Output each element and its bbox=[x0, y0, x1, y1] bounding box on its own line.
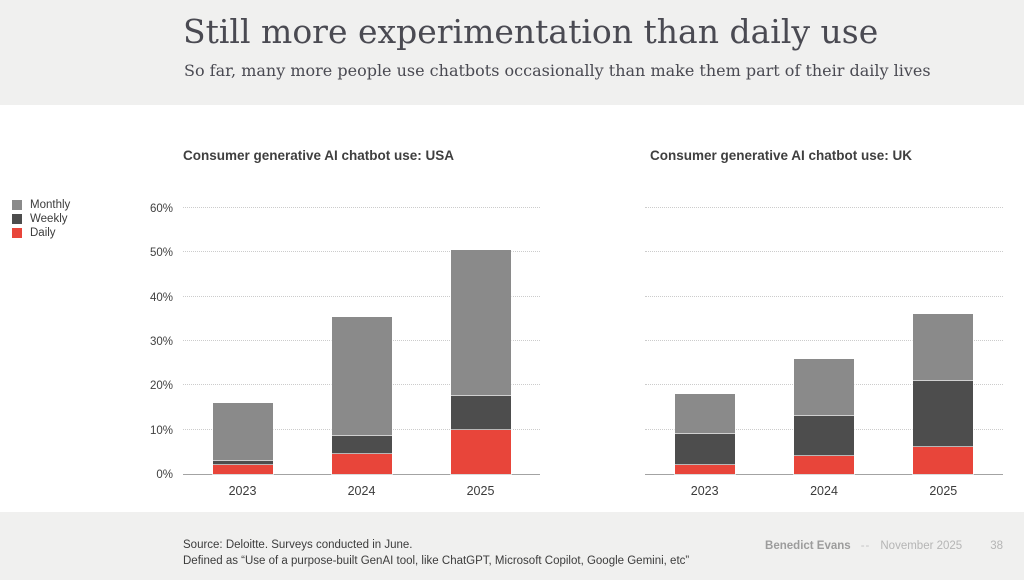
legend-swatch-weekly bbox=[12, 214, 22, 224]
bar-segment-daily-2023 bbox=[211, 464, 274, 475]
y-axis-label-0: 0% bbox=[156, 469, 173, 481]
y-axis-label-50: 50% bbox=[149, 247, 173, 260]
x-axis-label-2023: 2023 bbox=[228, 484, 257, 498]
stacked-bar-2025 bbox=[912, 313, 975, 475]
legend-item-monthly: Monthly bbox=[12, 198, 70, 212]
gridline-60 bbox=[645, 207, 1003, 208]
bar-segment-monthly-2024 bbox=[793, 357, 855, 418]
bar-segment-daily-2024 bbox=[330, 453, 393, 475]
y-axis-label-30: 30% bbox=[149, 336, 173, 348]
footer-author: Benedict Evans bbox=[765, 540, 851, 552]
gridline-60 bbox=[183, 207, 540, 208]
footer-band bbox=[0, 512, 1024, 580]
legend-label: Weekly bbox=[30, 213, 68, 225]
y-axis-label-20: 20% bbox=[149, 380, 173, 393]
bar-segment-daily-2025 bbox=[449, 428, 512, 476]
chart-legend: Monthly Weekly Daily bbox=[12, 198, 70, 240]
y-axis-label-10: 10% bbox=[149, 424, 173, 437]
bar-segment-weekly-2023 bbox=[211, 459, 274, 467]
gridline-40 bbox=[645, 295, 1003, 297]
bar-segment-weekly-2025 bbox=[449, 395, 512, 431]
slide-title: Still more experimentation than daily us… bbox=[183, 12, 879, 51]
footer-credit: Benedict Evans -- November 2025 38 bbox=[765, 540, 1003, 552]
bar-segment-weekly-2024 bbox=[793, 415, 855, 458]
source-line-1: Source: Deloitte. Surveys conducted in J… bbox=[183, 539, 413, 551]
legend-label: Daily bbox=[30, 227, 56, 239]
bar-segment-daily-2023 bbox=[673, 464, 736, 475]
slide-subtitle: So far, many more people use chatbots oc… bbox=[184, 61, 931, 80]
legend-swatch-daily bbox=[12, 228, 22, 238]
bar-segment-weekly-2023 bbox=[673, 433, 736, 467]
x-axis-label-2024: 2024 bbox=[347, 484, 376, 498]
source-note: Source: Deloitte. Surveys conducted in J… bbox=[183, 537, 689, 569]
legend-label: Monthly bbox=[30, 199, 71, 211]
bar-segment-monthly-2025 bbox=[912, 313, 975, 382]
y-axis-label-40: 40% bbox=[149, 291, 173, 304]
stacked-bar-2023 bbox=[211, 402, 274, 475]
gridline-30 bbox=[645, 340, 1003, 341]
y-axis-label-60: 60% bbox=[149, 203, 173, 215]
bar-segment-monthly-2024 bbox=[330, 315, 393, 438]
x-axis-label-2025: 2025 bbox=[929, 484, 958, 498]
bar-segment-daily-2025 bbox=[912, 446, 975, 475]
x-axis-label-2024: 2024 bbox=[810, 484, 838, 498]
bar-segment-daily-2024 bbox=[793, 455, 855, 475]
uk-chart-title: Consumer generative AI chatbot use: UK bbox=[650, 148, 913, 163]
usa-chart-title: Consumer generative AI chatbot use: USA bbox=[183, 148, 455, 163]
legend-item-daily: Daily bbox=[12, 226, 70, 240]
footer-dash: -- bbox=[860, 540, 871, 552]
gridline-40 bbox=[183, 295, 540, 297]
legend-item-weekly: Weekly bbox=[12, 212, 70, 226]
stacked-bar-2024 bbox=[330, 315, 393, 475]
usa-chart-plot: 0% 10% 20% 30% 40% 50% 60% 2023 2024 2025 bbox=[150, 203, 540, 498]
bar-segment-weekly-2024 bbox=[330, 435, 393, 456]
header-band bbox=[0, 0, 1024, 105]
stacked-bar-2025 bbox=[449, 249, 512, 476]
source-line-2: Defined as “Use of a purpose-built GenAI… bbox=[183, 555, 690, 567]
stacked-bar-2023 bbox=[673, 393, 736, 475]
stacked-bar-2024 bbox=[793, 357, 855, 475]
footer-date: November 2025 bbox=[880, 540, 963, 552]
legend-swatch-monthly bbox=[12, 200, 22, 210]
footer-page-number: 38 bbox=[990, 540, 1003, 552]
gridline-50 bbox=[645, 251, 1003, 253]
gridline-50 bbox=[183, 251, 540, 253]
bar-segment-monthly-2023 bbox=[673, 393, 736, 436]
x-axis-label-2023: 2023 bbox=[690, 484, 719, 498]
x-axis-label-2025: 2025 bbox=[466, 484, 495, 498]
bar-segment-monthly-2025 bbox=[449, 249, 512, 398]
uk-chart-plot: 2023 2024 2025 bbox=[645, 207, 1003, 498]
bar-segment-weekly-2025 bbox=[912, 379, 975, 449]
bar-segment-monthly-2023 bbox=[211, 402, 274, 462]
